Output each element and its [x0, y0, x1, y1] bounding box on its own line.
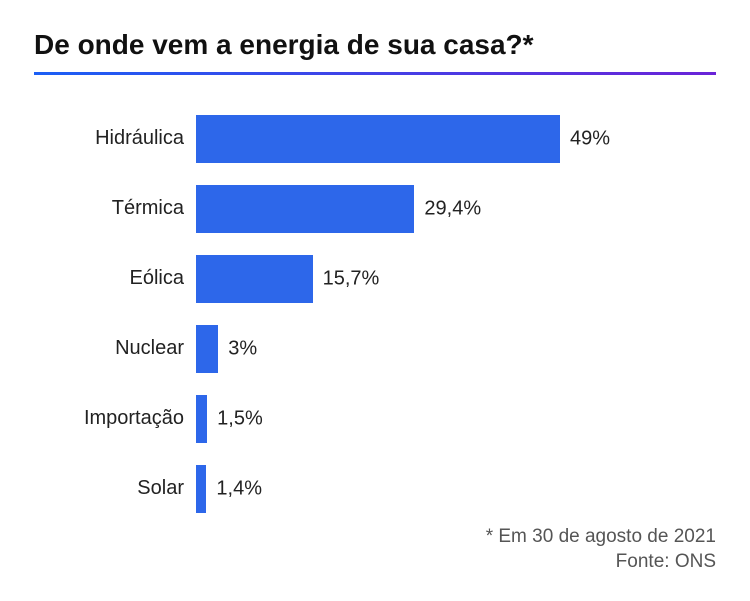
chart-title: De onde vem a energia de sua casa?* [34, 28, 716, 62]
category-label: Hidráulica [34, 127, 196, 150]
bar-row: Hidráulica 49% [34, 115, 716, 163]
value-label: 1,5% [217, 407, 263, 430]
bar-row: Nuclear 3% [34, 325, 716, 373]
value-label: 49% [570, 127, 610, 150]
bar-row: Solar 1,4% [34, 465, 716, 513]
bar [196, 465, 206, 513]
bar-chart: Hidráulica 49% Térmica 29,4% Eólica 15,7% Nucl… [34, 115, 716, 513]
bar-row: Térmica 29,4% [34, 185, 716, 233]
value-label: 3% [228, 337, 257, 360]
value-label: 15,7% [323, 267, 380, 290]
chart-container: De onde vem a energia de sua casa?* Hidr… [0, 0, 750, 601]
bar-track: 1,4% [196, 465, 716, 513]
footnote-date: * Em 30 de agosto de 2021 [486, 524, 716, 550]
bar-track: 15,7% [196, 255, 716, 303]
bar [196, 255, 313, 303]
bar-row: Importação 1,5% [34, 395, 716, 443]
category-label: Nuclear [34, 337, 196, 360]
value-label: 1,4% [216, 477, 262, 500]
bar [196, 115, 560, 163]
bar-track: 29,4% [196, 185, 716, 233]
value-label: 29,4% [424, 197, 481, 220]
category-label: Solar [34, 477, 196, 500]
bar [196, 395, 207, 443]
category-label: Importação [34, 407, 196, 430]
bar-track: 3% [196, 325, 716, 373]
bar [196, 185, 414, 233]
bar-row: Eólica 15,7% [34, 255, 716, 303]
category-label: Térmica [34, 197, 196, 220]
title-underline [34, 72, 716, 75]
bar-track: 1,5% [196, 395, 716, 443]
bar-track: 49% [196, 115, 716, 163]
footnote-source: Fonte: ONS [486, 549, 716, 575]
bar [196, 325, 218, 373]
chart-footer: * Em 30 de agosto de 2021 Fonte: ONS [486, 524, 716, 575]
category-label: Eólica [34, 267, 196, 290]
